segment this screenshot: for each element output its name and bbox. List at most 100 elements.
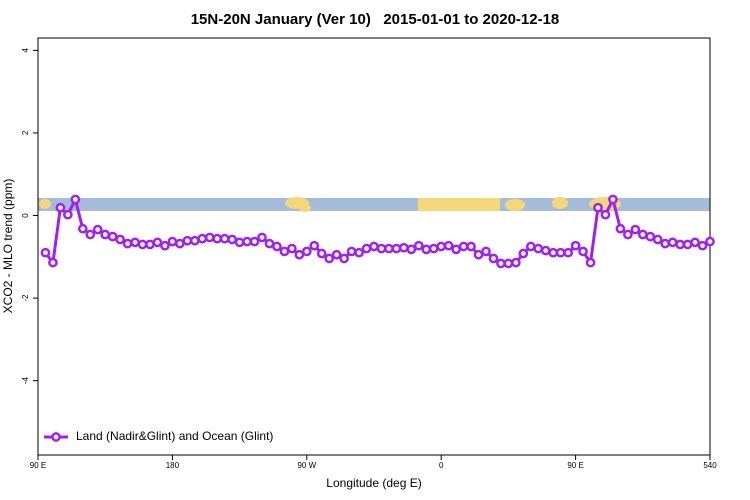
point bbox=[376, 243, 387, 254]
point bbox=[436, 241, 447, 252]
point bbox=[130, 237, 140, 248]
point bbox=[369, 241, 379, 252]
point bbox=[145, 239, 155, 250]
point bbox=[690, 237, 700, 248]
point bbox=[264, 238, 275, 249]
point bbox=[525, 241, 536, 252]
point bbox=[496, 258, 506, 269]
land-shape bbox=[418, 198, 500, 211]
point bbox=[204, 232, 215, 243]
point bbox=[316, 248, 327, 259]
point bbox=[92, 224, 103, 235]
point bbox=[294, 249, 305, 260]
x-axis-label: Longitude (deg E) bbox=[326, 476, 421, 490]
point bbox=[167, 236, 178, 247]
point bbox=[70, 194, 81, 205]
point bbox=[212, 233, 223, 244]
land-shape bbox=[552, 197, 568, 209]
y-axis-label: XCO2 - MLO trend (ppm) bbox=[1, 179, 15, 314]
point bbox=[227, 234, 237, 245]
point bbox=[458, 241, 469, 252]
ocean-band bbox=[38, 198, 710, 211]
point bbox=[346, 246, 357, 257]
point bbox=[77, 223, 88, 234]
point bbox=[615, 223, 626, 234]
y-tick-label: 0 bbox=[21, 213, 30, 218]
point bbox=[637, 229, 648, 240]
point bbox=[540, 245, 551, 256]
point bbox=[40, 247, 51, 258]
legend-label: Land (Nadir&Glint) and Ocean (Glint) bbox=[76, 429, 273, 443]
point bbox=[175, 238, 185, 249]
point bbox=[301, 246, 312, 257]
point bbox=[473, 249, 484, 260]
chart-title: 15N-20N January (Ver 10) 2015-01-01 to 2… bbox=[191, 11, 560, 28]
point bbox=[85, 229, 96, 240]
legend: Land (Nadir&Glint) and Ocean (Glint) bbox=[44, 429, 273, 443]
land-shape bbox=[505, 199, 525, 211]
point bbox=[399, 242, 409, 253]
x-tick-label: 90 E bbox=[567, 461, 583, 470]
point bbox=[137, 239, 148, 250]
point bbox=[242, 236, 252, 247]
point bbox=[331, 249, 342, 260]
point bbox=[115, 234, 125, 245]
point bbox=[197, 233, 208, 244]
point bbox=[705, 236, 715, 247]
point bbox=[608, 194, 618, 205]
point bbox=[600, 209, 611, 220]
point bbox=[189, 235, 200, 246]
x-tick-label: 90 E bbox=[30, 461, 46, 470]
point bbox=[585, 257, 596, 268]
point bbox=[630, 224, 641, 235]
point bbox=[682, 239, 693, 250]
point bbox=[660, 238, 671, 249]
point bbox=[511, 257, 521, 268]
point bbox=[533, 243, 544, 254]
point bbox=[570, 240, 581, 251]
point bbox=[384, 243, 394, 254]
point bbox=[481, 246, 491, 257]
land-shape bbox=[39, 199, 51, 209]
x-tick-label: 90 W bbox=[297, 461, 316, 470]
point bbox=[443, 240, 454, 251]
point bbox=[667, 237, 678, 248]
point bbox=[122, 238, 133, 249]
x-tick-label: 180 bbox=[166, 461, 180, 470]
point bbox=[324, 253, 335, 264]
point bbox=[182, 235, 193, 246]
point bbox=[451, 244, 461, 255]
point bbox=[555, 247, 566, 258]
point bbox=[48, 257, 58, 268]
point bbox=[391, 243, 402, 254]
point bbox=[428, 243, 439, 254]
point bbox=[257, 232, 267, 243]
legend-marker bbox=[51, 432, 61, 442]
point bbox=[675, 239, 685, 250]
point bbox=[339, 253, 349, 264]
y-tick-label: 2 bbox=[21, 130, 30, 135]
point bbox=[219, 233, 230, 244]
point bbox=[548, 247, 559, 258]
point bbox=[63, 209, 73, 220]
point bbox=[361, 243, 372, 254]
point bbox=[593, 202, 603, 213]
point bbox=[413, 240, 424, 251]
x-tick-label: 540 bbox=[703, 461, 717, 470]
plot-frame bbox=[37, 37, 711, 456]
point bbox=[287, 243, 297, 254]
point bbox=[272, 241, 282, 252]
point bbox=[697, 240, 708, 251]
point bbox=[488, 253, 499, 264]
point bbox=[354, 247, 364, 258]
x-tick-label: 0 bbox=[439, 461, 444, 470]
point bbox=[160, 240, 170, 251]
y-tick-label: 4 bbox=[21, 48, 30, 53]
point bbox=[503, 258, 514, 269]
point bbox=[578, 246, 588, 257]
point bbox=[234, 237, 245, 248]
y-tick-label: -2 bbox=[21, 294, 30, 302]
point bbox=[152, 237, 163, 248]
point bbox=[652, 234, 663, 245]
